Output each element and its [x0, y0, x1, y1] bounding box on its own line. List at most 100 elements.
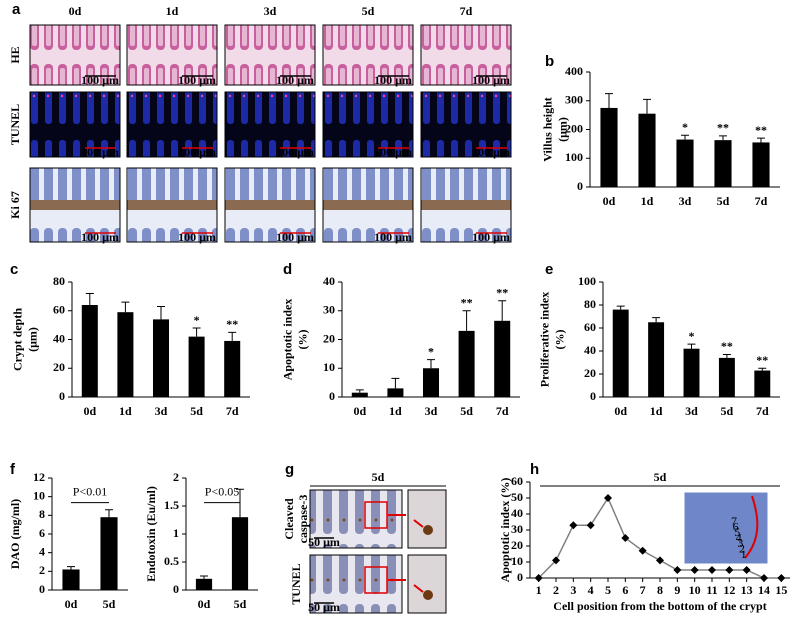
- inset-image: [683, 491, 769, 565]
- x-tick-label: 3d: [155, 404, 168, 418]
- micrograph: [29, 24, 121, 86]
- bar: [676, 139, 694, 187]
- stained-cell: [423, 590, 433, 600]
- scale-bar-label: 100 μm: [276, 73, 314, 87]
- error-bar: [498, 300, 507, 321]
- error-bar: [105, 509, 113, 518]
- micrograph: [224, 24, 316, 86]
- x-tick-label: 7d: [226, 404, 239, 418]
- scale-bar-label: 50 μm: [308, 600, 340, 614]
- bar: [638, 113, 656, 187]
- x-tick-label: 5d: [190, 404, 203, 418]
- significance-label: **: [755, 123, 767, 137]
- zoom-micrograph: [407, 554, 447, 614]
- y-axis-label: Crypt depth: [10, 308, 24, 371]
- y-tick-label: 20: [53, 360, 65, 374]
- y-tick-label: 10: [323, 360, 335, 374]
- p-value-label: P<0.01: [73, 484, 107, 498]
- error-bar: [758, 367, 767, 371]
- x-tick-label: 11: [706, 583, 717, 597]
- x-tick-label: 1d: [650, 404, 663, 418]
- x-tick-label: 1: [536, 583, 542, 597]
- error-bar: [67, 566, 75, 570]
- error-bar: [643, 98, 651, 114]
- error-bar: [687, 343, 696, 349]
- bar: [754, 370, 771, 397]
- data-point: [604, 494, 612, 502]
- micrograph: [126, 91, 218, 158]
- scale-bar-label: 100 μm: [81, 230, 119, 244]
- zoom-box: [364, 566, 388, 594]
- y-tick-label: 12: [33, 470, 45, 484]
- y-tick-label: 0: [173, 582, 179, 596]
- micrograph: [322, 167, 414, 243]
- inset-label: 7: [731, 514, 737, 528]
- y-axis-label: Proliferative index: [537, 292, 551, 387]
- x-tick-label: 9: [674, 583, 680, 597]
- panel-label: b: [545, 53, 554, 70]
- row-label: TUNEL: [289, 563, 303, 604]
- bar: [117, 312, 134, 397]
- bar: [81, 305, 98, 397]
- y-tick-label: 40: [584, 343, 596, 357]
- y-axis-label: Villus height: [540, 97, 554, 162]
- error-bar: [722, 353, 731, 358]
- significance-label: **: [717, 121, 729, 135]
- y-tick-label: 4: [39, 544, 45, 558]
- y-tick-label: 60: [511, 474, 523, 488]
- x-tick-label: 14: [758, 583, 770, 597]
- y-tick-label: 400: [565, 64, 583, 78]
- x-tick-label: 5d: [721, 404, 734, 418]
- stained-cell: [423, 525, 433, 535]
- y-tick-label: 200: [565, 121, 583, 135]
- scale-bar-label: 100 μm: [472, 73, 510, 87]
- data-point: [777, 574, 786, 582]
- data-point: [621, 534, 630, 542]
- y-tick-label: 0: [517, 570, 523, 584]
- scale-bar-label: 100 μm: [178, 230, 216, 244]
- bar: [714, 140, 732, 187]
- micrograph: [224, 91, 316, 158]
- y-tick-label: 10: [33, 488, 45, 502]
- x-tick-label: 5d: [234, 597, 247, 611]
- error-bar: [228, 331, 237, 341]
- bar: [648, 322, 665, 397]
- data-point: [708, 566, 716, 574]
- data-point: [760, 574, 768, 582]
- x-tick-label: 3: [570, 583, 576, 597]
- bar: [718, 357, 735, 397]
- panel-title: 5d: [372, 470, 385, 484]
- y-axis-label: Apoptotic index: [280, 299, 294, 381]
- column-label: 3d: [264, 4, 277, 18]
- p-value-label: P<0.05: [205, 484, 239, 498]
- scale-bar-label: 100 μm: [374, 73, 412, 87]
- zoom-box: [364, 501, 388, 529]
- y-axis-label: Endotoxin (Eu/ml): [144, 486, 158, 582]
- x-tick-label: 5d: [717, 194, 730, 208]
- error-bar: [757, 137, 765, 143]
- cell-arrow: [413, 584, 424, 593]
- significance-label: **: [721, 339, 733, 353]
- error-bar: [192, 327, 201, 337]
- error-bar: [616, 305, 625, 310]
- bar: [600, 107, 618, 187]
- significance-label: *: [682, 120, 688, 134]
- x-tick-label: 0d: [614, 404, 627, 418]
- y-axis-label: (%): [295, 330, 309, 350]
- row-label: HE: [8, 46, 22, 63]
- error-bar: [652, 317, 661, 323]
- x-tick-label: 3d: [679, 194, 692, 208]
- y-axis-label: (%): [552, 330, 566, 350]
- error-bar: [427, 359, 435, 369]
- bar: [231, 517, 249, 590]
- data-point: [725, 566, 734, 574]
- inset-label: 5: [734, 525, 740, 539]
- error-bar: [719, 135, 727, 141]
- error-bar: [605, 93, 613, 108]
- bar: [494, 320, 511, 397]
- micrograph: [29, 91, 121, 158]
- error-bar: [391, 377, 400, 389]
- x-tick-label: 10: [689, 583, 701, 597]
- y-axis-label: Apoptotic index (%): [498, 478, 512, 583]
- y-tick-label: 0: [590, 389, 596, 403]
